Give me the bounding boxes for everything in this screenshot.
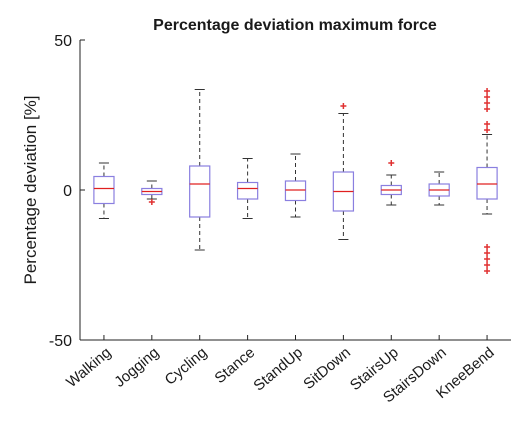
box-standup	[284, 180, 307, 202]
y-tick-label: 0	[63, 183, 72, 200]
chart-title: Percentage deviation maximum force	[153, 17, 437, 34]
box-cycling	[189, 165, 211, 218]
box-walking	[93, 175, 115, 205]
y-tick-label: 50	[54, 33, 72, 50]
y-axis-label: Percentage deviation [%]	[21, 95, 40, 284]
box-kneebend	[476, 166, 498, 200]
box-stance	[236, 181, 259, 200]
y-tick-label: -50	[49, 333, 72, 350]
